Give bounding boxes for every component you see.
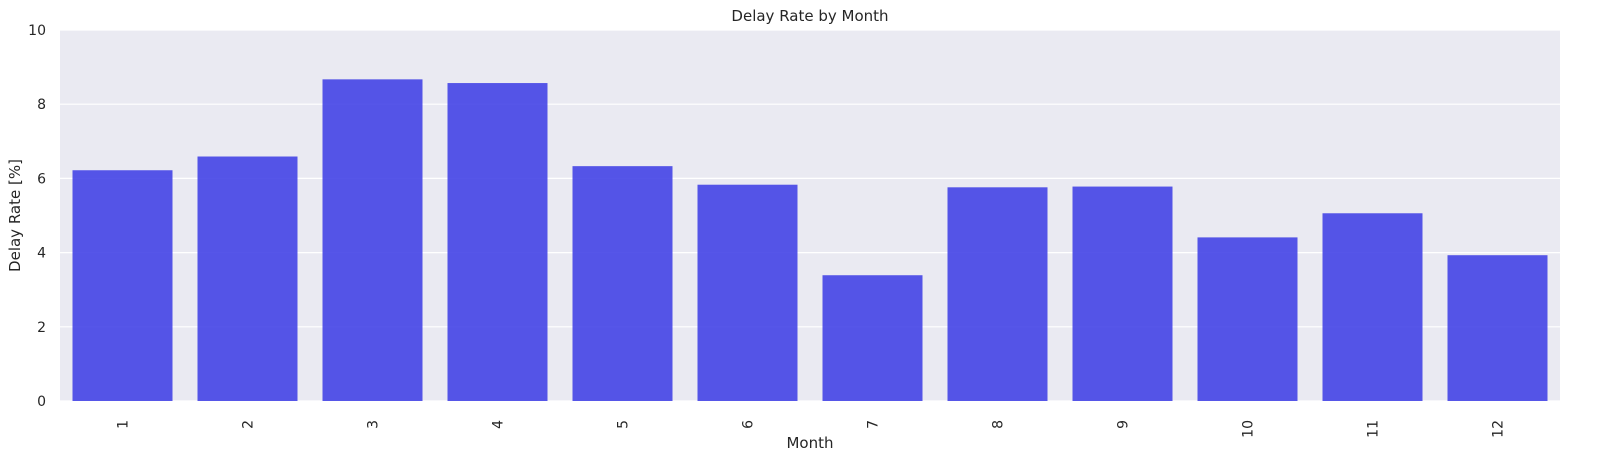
bars	[72, 79, 1548, 401]
bar-month-4	[447, 83, 548, 401]
y-tick-label: 8	[37, 97, 46, 113]
x-tick-label: 3	[366, 420, 382, 429]
bar-month-12	[1447, 255, 1548, 401]
bar-month-9	[1072, 186, 1173, 401]
y-tick-label: 0	[37, 394, 46, 410]
plot-area	[60, 30, 1560, 401]
x-tick-label: 7	[866, 420, 882, 429]
y-axis-label: Delay Rate [%]	[6, 159, 24, 272]
bar-month-10	[1197, 237, 1298, 401]
gridlines	[60, 29, 1560, 402]
bar-month-3	[322, 79, 423, 401]
bar-month-11	[1322, 213, 1423, 401]
x-tick-label: 12	[1491, 420, 1507, 438]
bar-month-2	[197, 156, 298, 401]
x-tick-label: 6	[741, 420, 757, 429]
x-tick-label: 9	[1116, 420, 1132, 429]
x-tick-label: 5	[616, 420, 632, 429]
x-tick-label: 2	[241, 420, 257, 429]
x-tick-label: 11	[1366, 420, 1382, 438]
bar-month-8	[947, 187, 1048, 401]
y-tick-label: 4	[37, 246, 46, 262]
x-tick-label: 1	[116, 420, 132, 429]
x-tick-label: 10	[1241, 420, 1257, 438]
y-tick-labels: 0 2 4 6 8 10	[28, 23, 46, 410]
x-axis-label: Month	[786, 434, 833, 452]
chart-title: Delay Rate by Month	[731, 7, 888, 25]
y-tick-label: 2	[37, 320, 46, 336]
bar-month-1	[72, 170, 173, 401]
bar-month-5	[572, 166, 673, 401]
x-tick-label: 8	[991, 420, 1007, 429]
x-tick-label: 4	[491, 420, 507, 429]
y-tick-label: 10	[28, 23, 46, 39]
y-tick-label: 6	[37, 171, 46, 187]
bar-month-7	[822, 275, 923, 401]
bar-month-6	[697, 184, 798, 401]
x-tick-labels: 1 2 3 4 5 6 7 8 9 10 11 12	[116, 420, 1507, 438]
